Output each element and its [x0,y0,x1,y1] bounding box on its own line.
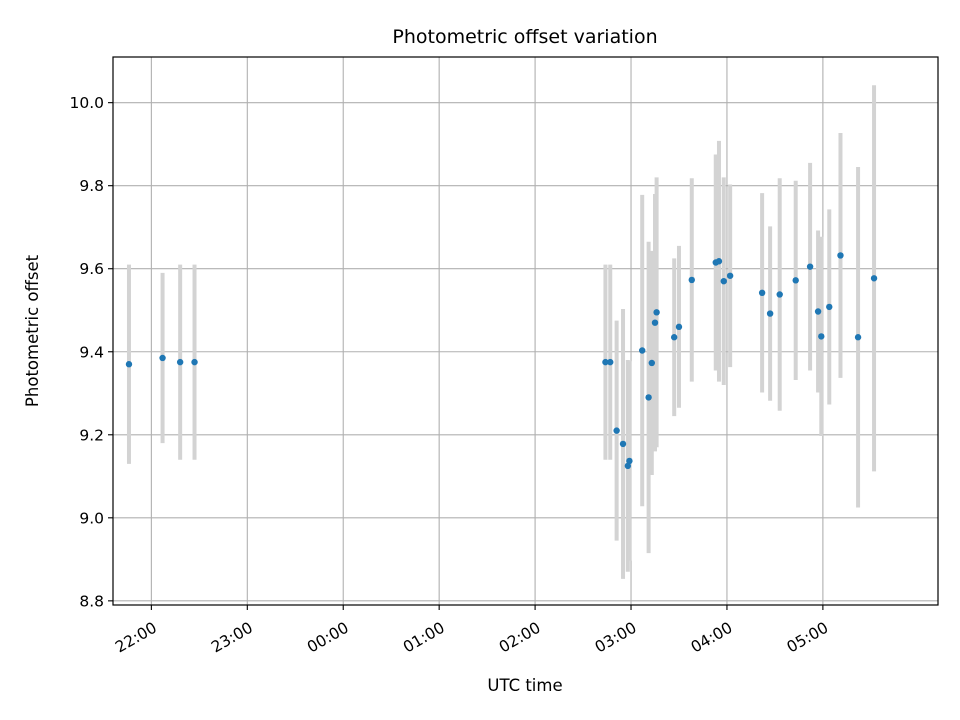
data-point [648,359,656,367]
data-point [818,333,825,340]
data-point [125,361,133,368]
data-point [651,319,659,326]
data-point [645,394,652,401]
data-point [670,334,678,341]
y-tick-label: 8.8 [79,592,104,610]
data-point [870,275,878,282]
y-tick-label: 10.0 [69,94,104,112]
data-point [159,354,166,362]
data-point [826,303,833,311]
y-tick-label: 9.2 [79,426,104,444]
data-point [639,347,646,354]
plot-area [113,57,938,605]
data-point [776,291,783,298]
data-point [726,272,734,279]
data-point [688,276,695,284]
y-tick-label: 9.0 [79,509,104,527]
y-axis: 8.8 9.0 9.2 9.4 9.6 9.8 10.0 [69,94,113,610]
data-point [715,258,723,265]
data-point [758,289,766,297]
data-point [792,277,799,284]
data-point [814,308,822,315]
data-points [125,252,878,470]
data-point [626,457,633,465]
data-point [619,440,627,448]
data-point [613,427,620,434]
data-point [607,358,614,366]
data-point [766,310,774,317]
x-axis-title: UTC time [487,676,562,695]
y-tick-label: 9.8 [79,177,104,195]
data-point [854,334,862,341]
data-point [837,252,844,259]
data-point [720,277,727,285]
plot-frame [112,56,939,606]
grid [113,57,938,605]
chart-title: Photometric offset variation [392,26,657,48]
data-point [675,323,683,331]
y-axis-title: Photometric offset [23,254,42,407]
data-point [806,263,814,270]
y-tick-label: 9.4 [79,343,104,361]
data-point [176,358,184,366]
data-point [653,309,660,316]
data-point [191,358,198,366]
data-point [602,358,609,366]
y-tick-label: 9.6 [79,260,104,278]
data-point [624,462,632,470]
